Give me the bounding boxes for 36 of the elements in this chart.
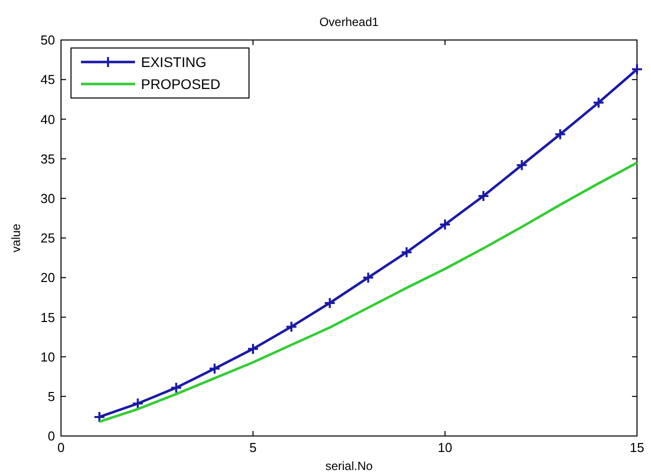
x-tick-label: 5 — [249, 440, 257, 455]
point — [439, 218, 451, 231]
point — [247, 342, 259, 355]
y-tick-label: 30 — [40, 190, 55, 206]
point — [400, 246, 413, 258]
y-tick-label: 20 — [40, 270, 55, 286]
y-tick-label: 5 — [48, 388, 55, 404]
point — [631, 63, 643, 76]
x-tick-label: 15 — [630, 440, 644, 455]
point — [516, 159, 528, 172]
y-axis-title: value — [9, 223, 23, 252]
point — [554, 128, 566, 140]
point — [592, 96, 605, 109]
y-tick-label: 0 — [48, 428, 55, 444]
point — [285, 320, 298, 333]
x-tick-label: 0 — [57, 440, 65, 455]
y-tick-label: 15 — [40, 310, 55, 325]
y-tick-label: 40 — [40, 112, 55, 127]
y-tick-label: 45 — [40, 72, 55, 88]
point — [477, 190, 490, 202]
point — [170, 382, 182, 394]
y-tick-label: 10 — [40, 349, 55, 364]
point — [93, 410, 106, 423]
y-tick-label: 35 — [40, 151, 55, 166]
y-tick-label: 25 — [40, 230, 55, 246]
chart-title: Overhead1 — [319, 15, 380, 29]
point — [132, 398, 144, 410]
legend-label: EXISTING — [141, 54, 206, 70]
point — [208, 362, 221, 375]
x-axis-title: serial.No — [325, 459, 373, 473]
legend-label: PROPOSED — [141, 76, 220, 92]
x-tick-label: 10 — [438, 440, 452, 455]
line-series — [98, 162, 638, 423]
point — [362, 272, 374, 284]
y-tick-label: 50 — [40, 32, 55, 48]
point — [324, 296, 336, 309]
